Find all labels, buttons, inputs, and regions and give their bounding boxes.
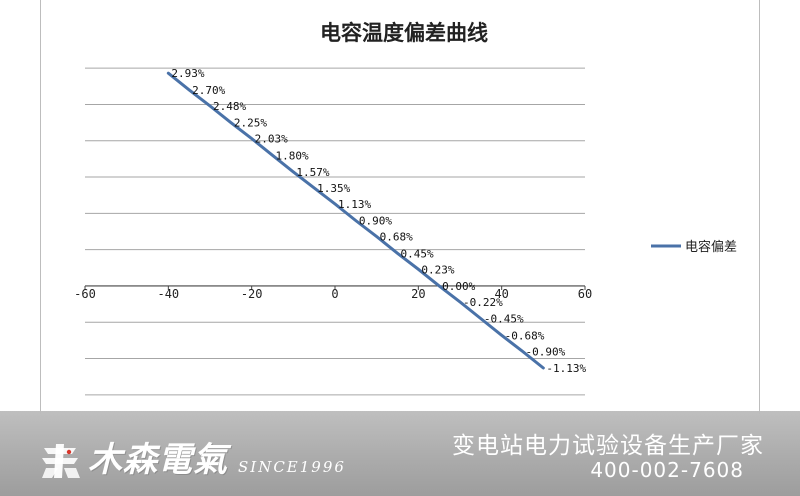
x-tick-label: 20 xyxy=(411,287,425,301)
data-labels: 2.93% 2.70% 2.48% 2.25% 2.03% 1.80% 1.57% 1.35%… xyxy=(171,67,586,375)
data-label: 2.93% xyxy=(171,67,204,80)
x-tick-label: -60 xyxy=(74,287,96,301)
gridlines xyxy=(85,67,585,396)
phone-number: 400-002-7608 xyxy=(590,458,744,482)
tagline: 变电站电力试验设备生产厂家 xyxy=(452,433,764,459)
footer-banner xyxy=(0,411,800,496)
data-label: 0.00% xyxy=(442,280,475,293)
chart-frame: 电容温度偏差曲线 -60 -40 -20 0 20 40 60 2.93% 2.70% 2.48… xyxy=(40,0,760,414)
data-label: 2.25% xyxy=(234,117,267,130)
brand-since: SINCE1996 xyxy=(238,458,346,476)
legend-label: 电容偏差 xyxy=(685,239,737,255)
data-label: -0.90% xyxy=(526,345,566,358)
data-label: -0.22% xyxy=(463,296,503,309)
brand: 木森電氣 SINCE1996 xyxy=(38,430,346,482)
data-label: 1.35% xyxy=(317,182,350,195)
data-label: 2.48% xyxy=(213,100,246,113)
data-label: 1.80% xyxy=(276,149,309,162)
chart-title: 电容温度偏差曲线 xyxy=(320,21,488,45)
x-tick-label: 40 xyxy=(494,287,508,301)
chart: 电容温度偏差曲线 -60 -40 -20 0 20 40 60 2.93% 2.70% 2.48… xyxy=(74,21,737,396)
x-tick-label: 60 xyxy=(578,287,592,301)
x-tick-label: -20 xyxy=(241,287,263,301)
data-label: -1.13% xyxy=(546,362,586,375)
data-label: 1.13% xyxy=(338,198,371,211)
x-tick-label: -40 xyxy=(157,287,179,301)
x-tick-label: 0 xyxy=(331,287,338,301)
data-label: 0.68% xyxy=(380,231,413,244)
data-label: 0.45% xyxy=(401,247,434,260)
data-label: 1.57% xyxy=(296,166,329,179)
legend: 电容偏差 xyxy=(651,239,737,255)
data-label: 2.70% xyxy=(192,84,225,97)
brand-name: 木森電氣 xyxy=(88,440,228,480)
brand-logo-icon xyxy=(42,444,80,478)
x-axis: -60 -40 -20 0 20 40 60 xyxy=(74,285,592,301)
series-layer xyxy=(166,71,545,370)
data-label: 2.03% xyxy=(255,133,288,146)
data-label: -0.68% xyxy=(505,329,545,342)
data-label: 0.90% xyxy=(359,215,392,228)
data-label: -0.45% xyxy=(484,313,524,326)
series-line xyxy=(166,71,545,370)
data-label: 0.23% xyxy=(421,263,454,276)
